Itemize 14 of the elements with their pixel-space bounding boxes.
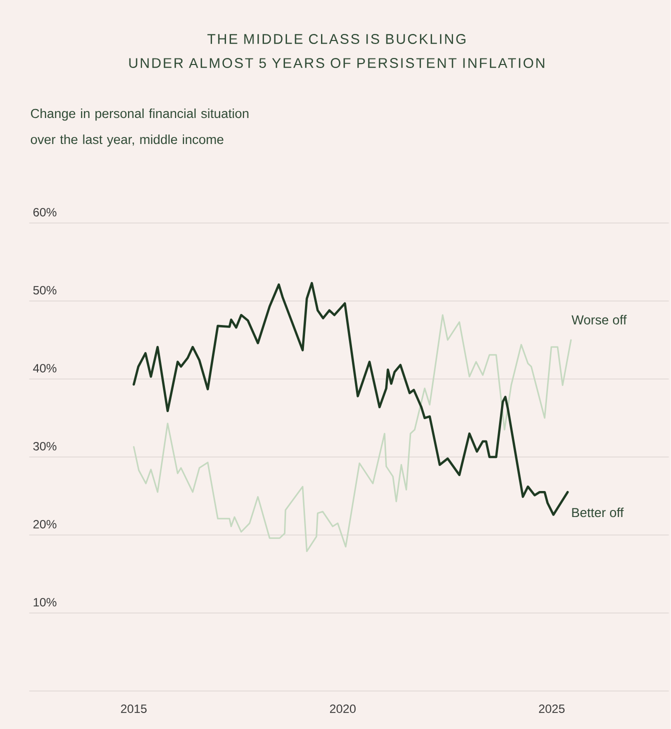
chart-subtitle: UNDER ALMOST 5 YEARS OF PERSISTENT INFLATION [129,58,544,68]
y-tick-label: 50% [33,286,57,294]
chart-title: THE MIDDLE CLASS IS BUCKLING [208,34,466,44]
y-axis-title: Change in personal financial situation over the last year, middle income [30,108,248,147]
series-label: Better off [572,508,624,518]
y-tick-label: 30% [33,442,57,450]
x-tick-label: 2020 [330,704,356,714]
x-tick-label: 2015 [121,704,147,714]
series-label: Worse off [572,314,627,324]
y-tick-label: 10% [34,598,57,606]
y-tick-label: 40% [33,364,57,372]
x-tick-label: 2025 [539,704,565,714]
y-tick-label: 20% [34,520,57,528]
y-tick-label: 60% [34,208,57,216]
